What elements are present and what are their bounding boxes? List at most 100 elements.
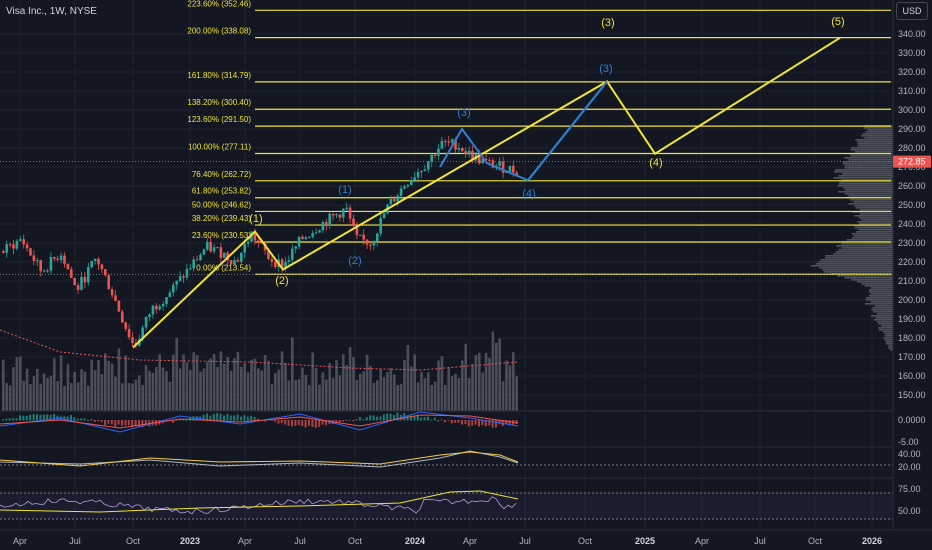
candle-body <box>304 237 308 239</box>
price-tick-label: 290.00 <box>898 124 926 134</box>
profile-bar <box>885 341 893 343</box>
profile-bar <box>870 301 893 303</box>
volume-bar <box>216 366 219 411</box>
profile-bar <box>857 221 893 223</box>
volume-bar <box>301 367 304 411</box>
macd-hist-bar <box>117 420 120 425</box>
candle-body <box>369 244 372 246</box>
macd-hist-bar <box>359 417 361 421</box>
volume-bar <box>267 360 270 411</box>
candle-body <box>393 199 396 202</box>
price-axis[interactable]: 150.00 160.00 170.00 180.00 190.00 200.00 210.… <box>892 0 932 530</box>
profile-bar <box>810 265 893 267</box>
candle-body <box>87 267 90 283</box>
volume-bar <box>175 337 178 411</box>
volume-bar <box>226 356 229 411</box>
candle-body <box>93 258 97 261</box>
candle-body <box>403 186 406 189</box>
price-tick-label: 310.00 <box>898 86 926 96</box>
volume-bar <box>63 385 66 411</box>
macd-hist-bar <box>471 420 474 426</box>
profile-bar <box>875 317 893 319</box>
volume-bar <box>155 367 158 411</box>
macd-hist-bar <box>134 420 137 427</box>
volume-bar <box>87 385 90 411</box>
current-price-label: 272.85 <box>898 157 926 167</box>
candle-body <box>280 259 284 269</box>
macd-hist-bar <box>178 419 181 421</box>
macd-hist-bar <box>114 420 117 427</box>
macd-hist-bar <box>70 415 72 421</box>
candle-body <box>216 247 219 249</box>
price-tick-label: 340.00 <box>898 29 926 39</box>
volume-bar <box>8 385 12 411</box>
profile-bar <box>884 335 893 337</box>
volume-bar <box>284 362 287 411</box>
time-tick-label: Jul <box>69 536 81 546</box>
macd-hist-bar <box>461 420 463 425</box>
indicator-tick-label: -5.00 <box>898 437 919 447</box>
candle-body <box>284 261 287 269</box>
candle-body <box>348 207 352 219</box>
price-axis-bg <box>893 0 932 530</box>
volume-bar <box>379 369 382 411</box>
blue-wave-projection <box>527 80 608 181</box>
macd-hist-bar <box>206 413 208 421</box>
profile-bar <box>854 227 893 229</box>
candle-body <box>66 263 70 270</box>
currency-button[interactable]: USD <box>896 2 928 20</box>
macd-hist-bar <box>141 420 144 428</box>
profile-bar <box>844 165 893 167</box>
candle-body <box>182 276 185 278</box>
price-tick-label: 190.00 <box>898 314 926 324</box>
candle-body <box>308 236 311 238</box>
macd-hist-bar <box>369 415 372 421</box>
macd-hist-bar <box>144 420 147 425</box>
profile-bar <box>870 315 893 317</box>
macd-hist-bar <box>314 420 317 428</box>
candle-body <box>148 314 151 317</box>
candle-body <box>321 222 325 231</box>
yellow-wave-label: (3) <box>601 17 614 29</box>
macd-hist-bar <box>223 415 225 421</box>
macd-hist-bar <box>42 414 45 421</box>
volume-bar <box>134 379 138 411</box>
volume-bar <box>325 379 328 411</box>
macd-hist-bar <box>36 414 38 421</box>
candle-body <box>498 161 501 166</box>
profile-bar <box>868 291 893 293</box>
macd-hist-bar <box>287 420 290 426</box>
price-tick-label: 240.00 <box>898 219 926 229</box>
volume-bar <box>233 358 236 411</box>
volume-bar <box>331 377 335 411</box>
profile-bar <box>844 277 893 279</box>
candle-body <box>127 328 131 338</box>
candle-body <box>352 218 355 227</box>
macd-hist-bar <box>362 419 365 421</box>
macd-hist-bar <box>376 416 378 421</box>
volume-bar <box>393 374 396 411</box>
candle-body <box>121 311 124 323</box>
candle-body <box>12 244 15 249</box>
volume-bar <box>396 385 399 411</box>
volume-bar <box>53 358 56 411</box>
candle-body <box>73 277 76 286</box>
indicator-tick-label: 75.00 <box>898 484 921 494</box>
candle-body <box>63 255 66 264</box>
time-tick-label: Apr <box>463 536 477 546</box>
volume-bar <box>260 370 263 411</box>
macd-hist-bar <box>236 414 239 421</box>
volume-bar <box>73 371 76 411</box>
macd-hist-bar <box>270 420 273 421</box>
rsi-ma-line <box>0 490 519 513</box>
profile-bar <box>848 195 893 197</box>
candle-body <box>396 195 399 202</box>
volume-bar <box>29 384 32 411</box>
time-tick-label: Apr <box>13 536 27 546</box>
volume-bar <box>399 383 403 411</box>
candle-body <box>8 244 12 246</box>
fib-level-label: 161.80% (314.79) <box>187 71 251 80</box>
macd-hist-bar <box>2 419 4 421</box>
time-axis[interactable]: Apr Jul Oct 2023 Apr Jul Oct 2024 Apr Jul Oct 2025 A… <box>0 529 932 550</box>
